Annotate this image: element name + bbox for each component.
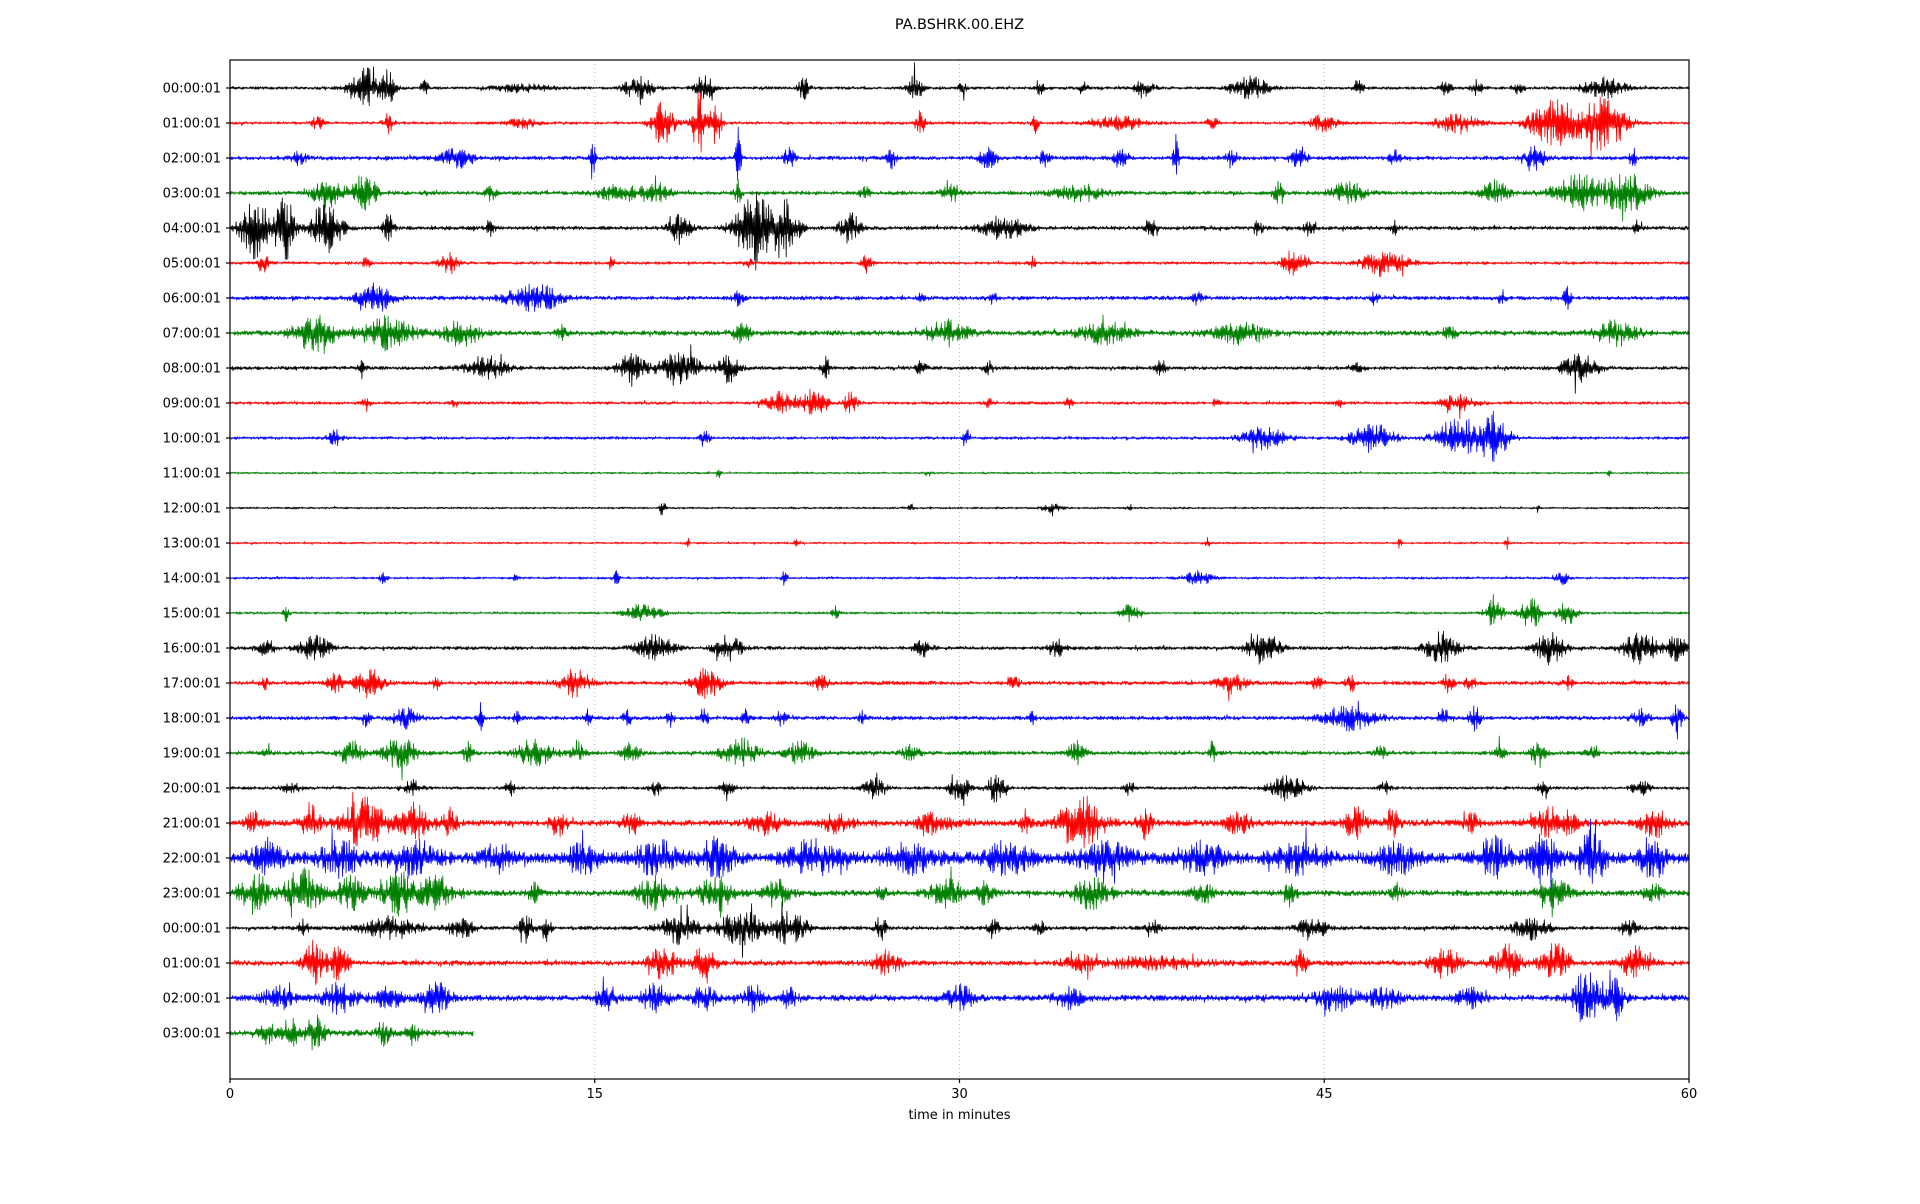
trace-row-18	[230, 700, 1689, 740]
row-label-10: 10:00:01	[163, 432, 221, 447]
row-label-18: 18:00:01	[163, 712, 221, 727]
row-label-22: 22:00:01	[163, 852, 221, 867]
row-label-14: 14:00:01	[163, 572, 221, 587]
x-axis-label: time in minutes	[908, 1108, 1011, 1123]
row-label-7: 07:00:01	[163, 327, 221, 342]
trace-row-2	[230, 126, 1689, 181]
trace-row-24	[230, 901, 1689, 958]
trace-row-11	[230, 469, 1689, 479]
trace-row-25	[230, 939, 1689, 986]
trace-row-16	[230, 630, 1689, 666]
trace-row-20	[230, 772, 1689, 807]
x-tick-label: 0	[226, 1087, 234, 1102]
row-label-20: 20:00:01	[163, 782, 221, 797]
trace-row-21	[230, 791, 1689, 848]
row-label-2: 02:00:01	[163, 152, 221, 167]
trace-row-14	[230, 569, 1689, 586]
trace-row-9	[230, 388, 1689, 420]
x-axis: 0 15 30 45 60	[226, 1079, 1697, 1102]
row-label-15: 15:00:01	[163, 607, 221, 622]
trace-row-26	[230, 969, 1689, 1022]
y-axis: 00:00:01 01:00:01 02:00:01 03:00:01 04:00:01…	[163, 82, 230, 1042]
row-label-6: 06:00:01	[163, 292, 221, 307]
row-label-0: 00:00:01	[163, 82, 221, 97]
trace-row-6	[230, 282, 1689, 312]
row-label-16: 16:00:01	[163, 642, 221, 657]
trace-row-12	[230, 502, 1689, 517]
row-label-5: 05:00:01	[163, 257, 221, 272]
row-label-12: 12:00:01	[163, 502, 221, 517]
row-label-21: 21:00:01	[163, 817, 221, 832]
row-label-23: 23:00:01	[163, 887, 221, 902]
row-label-13: 13:00:01	[163, 537, 221, 552]
trace-row-27	[230, 1014, 474, 1051]
trace-row-17	[230, 667, 1689, 702]
trace-row-1	[230, 92, 1689, 161]
x-tick-label: 15	[586, 1087, 603, 1102]
trace-row-15	[230, 594, 1689, 627]
trace-group	[230, 62, 1689, 1051]
row-label-1: 01:00:01	[163, 117, 221, 132]
row-label-11: 11:00:01	[163, 467, 221, 482]
x-tick-label: 60	[1681, 1087, 1698, 1102]
row-label-9: 09:00:01	[163, 397, 221, 412]
row-label-27: 03:00:01	[163, 1027, 221, 1042]
row-label-4: 04:00:01	[163, 222, 221, 237]
trace-row-10	[230, 410, 1689, 463]
x-tick-label: 30	[951, 1087, 968, 1102]
trace-row-7	[230, 314, 1689, 355]
trace-row-5	[230, 250, 1689, 278]
row-label-26: 02:00:01	[163, 992, 221, 1007]
trace-row-3	[230, 173, 1689, 222]
trace-row-22	[230, 818, 1689, 891]
chart-title: PA.BSHRK.00.EHZ	[894, 17, 1025, 33]
row-label-25: 01:00:01	[163, 957, 221, 972]
trace-row-8	[230, 344, 1689, 394]
row-label-3: 03:00:01	[163, 187, 221, 202]
trace-row-0	[230, 62, 1689, 107]
trace-row-23	[230, 866, 1689, 918]
row-label-24: 00:00:01	[163, 922, 221, 937]
trace-row-4	[230, 191, 1689, 271]
row-label-8: 08:00:01	[163, 362, 221, 377]
row-label-19: 19:00:01	[163, 747, 221, 762]
x-tick-label: 45	[1316, 1087, 1333, 1102]
trace-row-19	[230, 735, 1689, 781]
row-label-17: 17:00:01	[163, 677, 221, 692]
trace-row-13	[230, 536, 1689, 550]
